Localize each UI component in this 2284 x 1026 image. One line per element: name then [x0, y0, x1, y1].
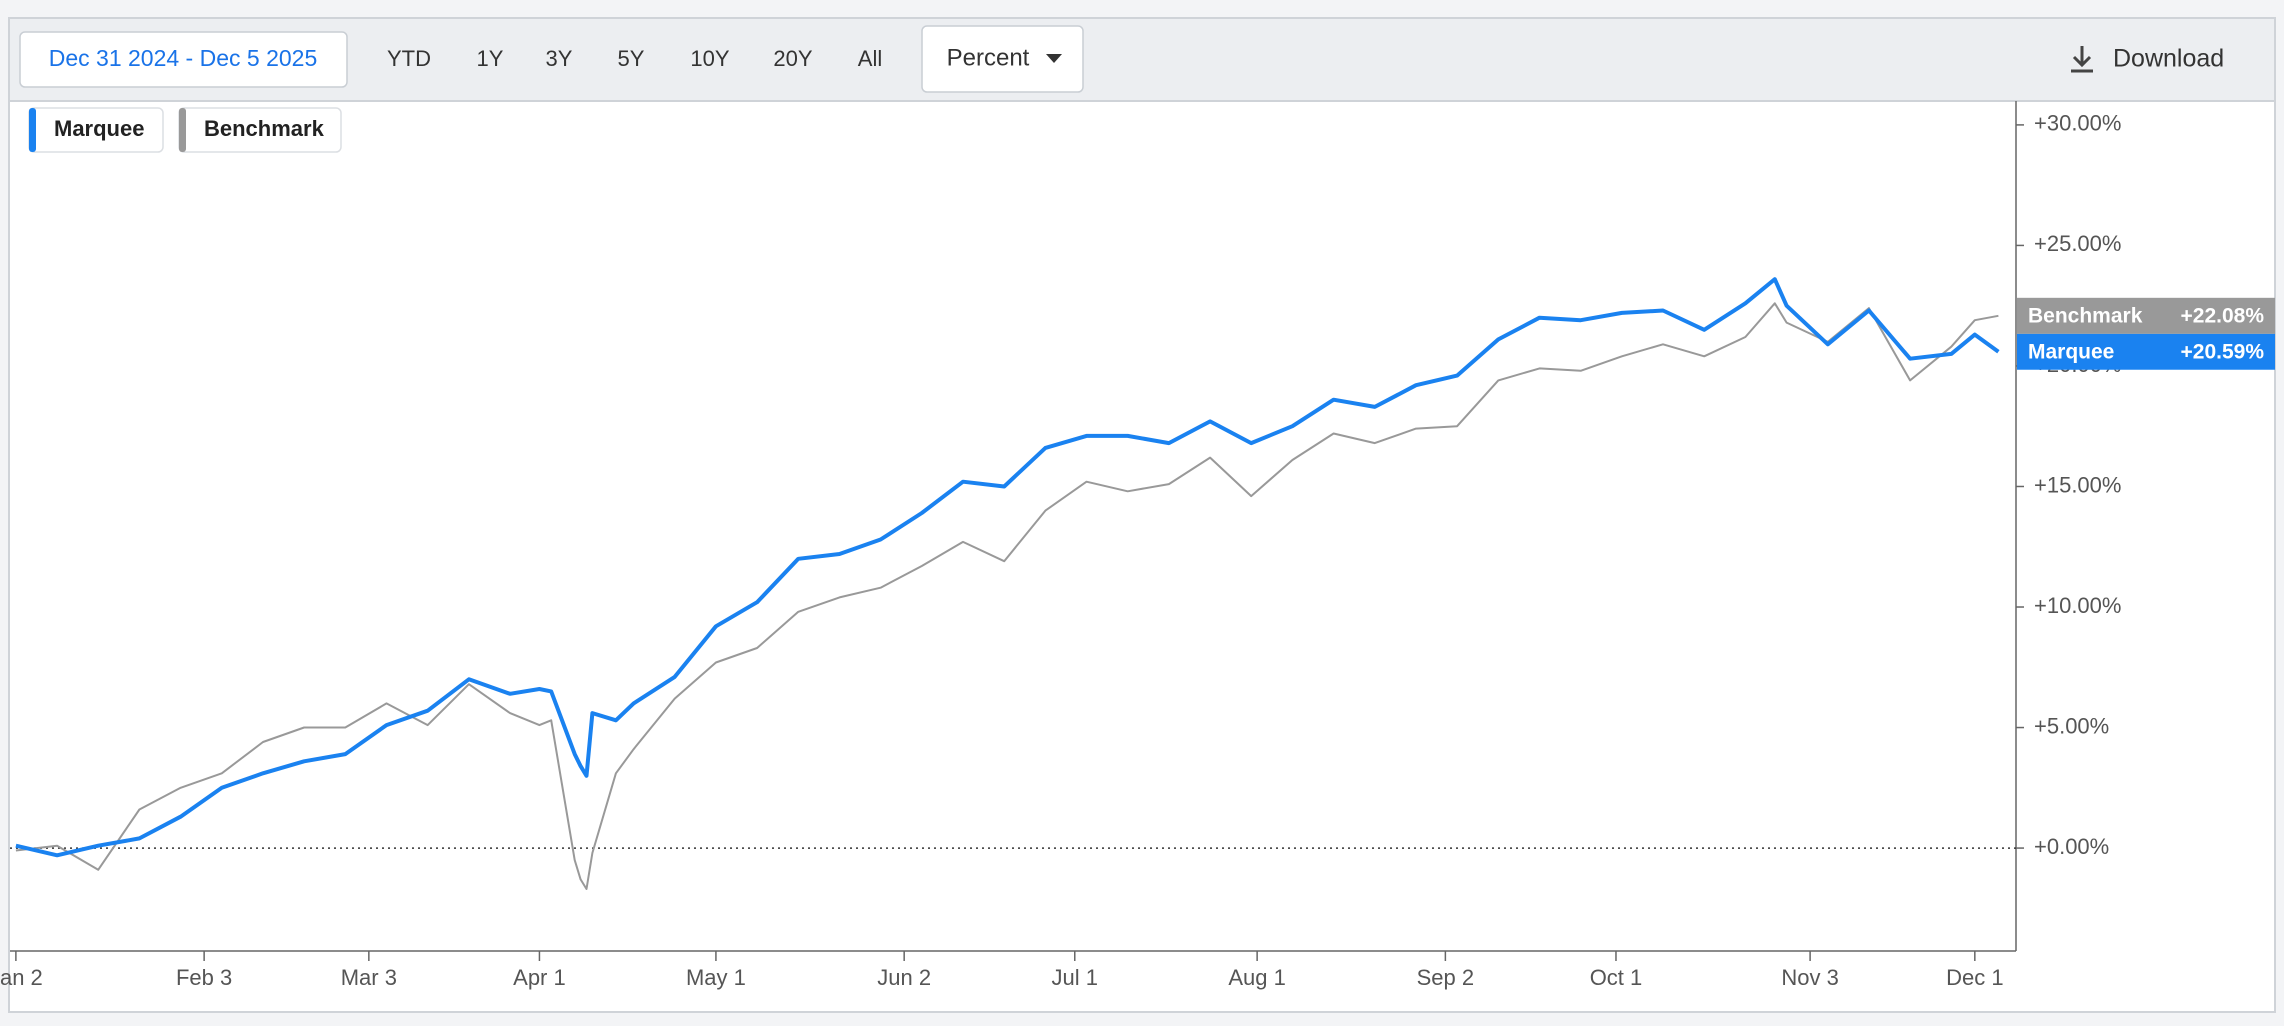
dropdown-arrow [1046, 54, 1062, 63]
range-button[interactable]: 20Y [773, 46, 812, 71]
end-badge-name: Marquee [2028, 340, 2114, 363]
legend-label[interactable]: Benchmark [204, 116, 325, 141]
x-tick-label: Mar 3 [341, 965, 397, 990]
y-tick-label: +5.00% [2034, 713, 2109, 738]
x-tick-label: Jan 2 [0, 965, 43, 990]
download-icon[interactable] [2071, 46, 2093, 73]
y-tick-label: +10.00% [2034, 593, 2121, 618]
y-tick-label: +30.00% [2034, 111, 2121, 136]
y-tick-label: +15.00% [2034, 472, 2121, 497]
x-tick-label: Dec 1 [1946, 965, 2003, 990]
series-line [15, 277, 2000, 858]
y-tick-label: +0.00% [2034, 834, 2109, 859]
range-button[interactable]: All [858, 46, 882, 71]
x-tick-label: Oct 1 [1590, 965, 1643, 990]
range-button[interactable]: 10Y [690, 46, 729, 71]
x-tick-label: Aug 1 [1228, 965, 1286, 990]
series-line [15, 302, 1999, 890]
range-button[interactable]: 5Y [618, 46, 645, 71]
end-badge [2017, 333, 2275, 370]
x-tick-label: Apr 1 [513, 965, 566, 990]
x-tick-label: May 1 [686, 965, 746, 990]
x-tick-label: Sep 2 [1417, 965, 1475, 990]
legend-swatch [29, 108, 36, 152]
x-tick-label: Jun 2 [877, 965, 931, 990]
download-label[interactable]: Download [2113, 45, 2224, 73]
end-badge-value: +20.59% [2181, 340, 2265, 363]
date-range-label[interactable]: Dec 31 2024 - Dec 5 2025 [49, 45, 318, 71]
y-tick-label: +25.00% [2034, 231, 2121, 256]
x-tick-label: Jul 1 [1052, 965, 1098, 990]
end-badge-name: Benchmark [2028, 304, 2143, 327]
mode-label[interactable]: Percent [947, 44, 1030, 71]
mode-dropdown[interactable] [921, 25, 1084, 93]
legend-label[interactable]: Marquee [54, 116, 144, 141]
x-tick-label: Nov 3 [1781, 965, 1838, 990]
card [8, 17, 2276, 1013]
range-button[interactable]: YTD [387, 46, 431, 71]
end-badge-value: +22.08% [2181, 304, 2265, 327]
date-range-button[interactable] [19, 31, 348, 88]
toolbar [10, 19, 2274, 101]
end-badge [2017, 297, 2275, 334]
range-button[interactable]: 1Y [477, 46, 504, 71]
legend-swatch [179, 108, 186, 152]
x-tick-label: Feb 3 [176, 965, 232, 990]
range-button[interactable]: 3Y [546, 46, 573, 71]
